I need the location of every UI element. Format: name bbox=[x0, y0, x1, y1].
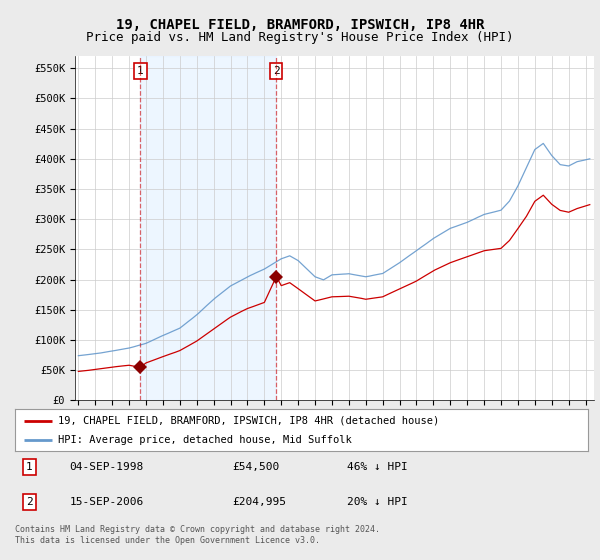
Text: HPI: Average price, detached house, Mid Suffolk: HPI: Average price, detached house, Mid … bbox=[58, 435, 352, 445]
Text: 46% ↓ HPI: 46% ↓ HPI bbox=[347, 462, 408, 472]
Bar bbox=[140, 56, 277, 400]
Text: 2: 2 bbox=[26, 497, 33, 507]
Text: 19, CHAPEL FIELD, BRAMFORD, IPSWICH, IP8 4HR (detached house): 19, CHAPEL FIELD, BRAMFORD, IPSWICH, IP8… bbox=[58, 416, 439, 426]
Text: 15-SEP-2006: 15-SEP-2006 bbox=[70, 497, 143, 507]
Text: 04-SEP-1998: 04-SEP-1998 bbox=[70, 462, 143, 472]
Text: 1: 1 bbox=[26, 462, 33, 472]
Text: 20% ↓ HPI: 20% ↓ HPI bbox=[347, 497, 408, 507]
Text: 19, CHAPEL FIELD, BRAMFORD, IPSWICH, IP8 4HR: 19, CHAPEL FIELD, BRAMFORD, IPSWICH, IP8… bbox=[116, 18, 484, 32]
Text: 1: 1 bbox=[137, 66, 144, 76]
Text: £204,995: £204,995 bbox=[233, 497, 287, 507]
Text: Contains HM Land Registry data © Crown copyright and database right 2024.
This d: Contains HM Land Registry data © Crown c… bbox=[15, 525, 380, 545]
Text: Price paid vs. HM Land Registry's House Price Index (HPI): Price paid vs. HM Land Registry's House … bbox=[86, 31, 514, 44]
Text: £54,500: £54,500 bbox=[233, 462, 280, 472]
Text: 2: 2 bbox=[273, 66, 280, 76]
